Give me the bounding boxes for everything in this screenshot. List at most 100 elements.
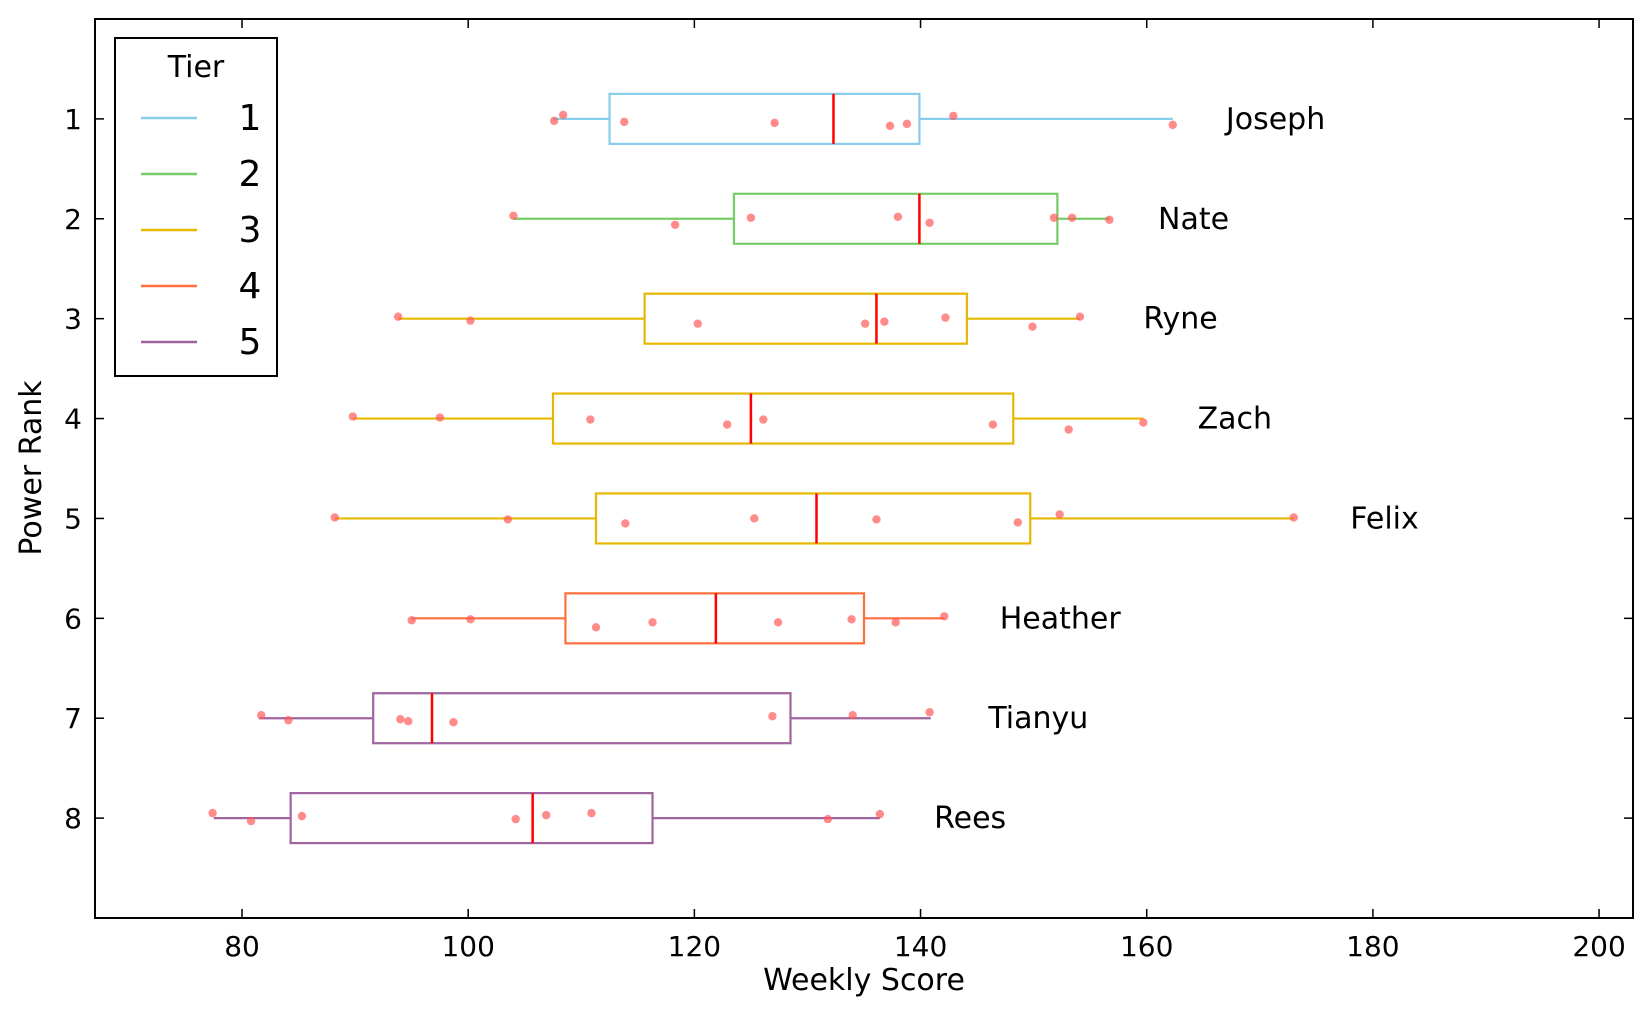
data-point bbox=[891, 618, 900, 627]
box-iqr bbox=[372, 692, 792, 745]
data-point bbox=[875, 809, 885, 819]
data-point bbox=[587, 808, 596, 818]
y-tick-label: 8 bbox=[64, 802, 82, 835]
y-tick-label: 1 bbox=[64, 103, 82, 136]
x-axis-label: Weekly Score bbox=[763, 963, 965, 998]
data-point bbox=[542, 810, 551, 820]
data-point bbox=[773, 618, 783, 627]
y-axis-label: Power Rank bbox=[14, 380, 49, 556]
legend: Tier 1 2 3 4 5 bbox=[114, 37, 278, 377]
y-tick-label: 5 bbox=[64, 502, 82, 535]
plot-area: Joseph Nate Ryne Zach Felix Heather Tianyu Rees bbox=[208, 92, 1419, 845]
data-point bbox=[208, 808, 217, 818]
data-point bbox=[1067, 213, 1077, 222]
data-point bbox=[823, 814, 833, 824]
data-point bbox=[407, 616, 416, 625]
data-point bbox=[466, 615, 475, 624]
data-point bbox=[330, 513, 339, 522]
data-point bbox=[503, 515, 512, 524]
legend-label: 5 bbox=[239, 322, 262, 363]
x-tick-label: 200 bbox=[1572, 930, 1625, 963]
data-point bbox=[1139, 418, 1148, 427]
box-iqr bbox=[594, 492, 1032, 545]
box-group-heather: Heather bbox=[407, 592, 1121, 645]
data-point bbox=[722, 420, 732, 429]
data-point bbox=[1049, 213, 1059, 222]
data-point bbox=[941, 313, 950, 322]
data-point bbox=[1075, 312, 1085, 321]
x-tick-label: 140 bbox=[894, 930, 947, 963]
data-point bbox=[348, 412, 358, 421]
legend-box bbox=[114, 37, 278, 377]
data-point bbox=[1105, 215, 1114, 224]
x-tick-label: 100 bbox=[441, 930, 494, 963]
box-group-zach: Zach bbox=[348, 392, 1272, 445]
box-group-rees: Rees bbox=[208, 792, 1006, 845]
data-point bbox=[940, 612, 949, 621]
data-point bbox=[1168, 120, 1177, 130]
data-point bbox=[848, 711, 857, 720]
data-point bbox=[393, 312, 403, 321]
data-point bbox=[988, 420, 998, 429]
data-point bbox=[670, 220, 680, 229]
data-point bbox=[449, 718, 458, 727]
box-group-felix: Felix bbox=[330, 492, 1419, 545]
legend-label: 1 bbox=[239, 98, 262, 139]
box-group-joseph: Joseph bbox=[549, 92, 1325, 145]
data-point bbox=[284, 716, 293, 725]
box-iqr bbox=[551, 392, 1015, 445]
data-point bbox=[770, 118, 779, 128]
data-point bbox=[885, 121, 895, 131]
data-point bbox=[847, 615, 856, 624]
data-point bbox=[925, 218, 934, 227]
team-label: Tianyu bbox=[987, 701, 1088, 736]
box-iqr bbox=[608, 92, 921, 145]
data-point bbox=[620, 117, 629, 127]
legend-title: Tier bbox=[167, 50, 225, 85]
data-point bbox=[1013, 518, 1022, 527]
data-point bbox=[860, 319, 870, 328]
data-point bbox=[1064, 425, 1073, 434]
team-label: Rees bbox=[934, 801, 1006, 836]
data-point bbox=[750, 514, 759, 523]
y-tick-label: 4 bbox=[64, 403, 82, 436]
axes: 80 100 120 140 160 180 200 1 2 3 4 5 6 7 8 bbox=[64, 19, 1633, 963]
data-point bbox=[246, 816, 256, 826]
data-point bbox=[435, 413, 445, 422]
team-label: Ryne bbox=[1143, 302, 1217, 337]
data-point bbox=[511, 814, 520, 824]
data-point bbox=[880, 317, 889, 326]
data-point bbox=[693, 319, 702, 328]
data-point bbox=[648, 618, 657, 627]
team-label: Felix bbox=[1350, 501, 1419, 536]
x-tick-label: 80 bbox=[224, 930, 260, 963]
data-point bbox=[509, 211, 518, 220]
data-point bbox=[768, 712, 777, 721]
data-point bbox=[1055, 510, 1064, 519]
data-point bbox=[257, 711, 266, 720]
legend-label: 3 bbox=[239, 210, 262, 251]
data-point bbox=[297, 811, 307, 821]
x-tick-label: 180 bbox=[1346, 930, 1399, 963]
legend-label: 4 bbox=[239, 266, 262, 307]
box-group-ryne: Ryne bbox=[393, 292, 1218, 345]
data-point bbox=[621, 519, 630, 528]
data-point bbox=[949, 111, 958, 121]
team-label: Nate bbox=[1158, 202, 1229, 237]
box-iqr bbox=[289, 792, 654, 845]
data-point bbox=[466, 316, 475, 325]
box-group-nate: Nate bbox=[509, 192, 1229, 245]
data-point bbox=[591, 623, 601, 632]
y-tick-label: 7 bbox=[64, 702, 82, 735]
data-point bbox=[558, 110, 568, 120]
data-point bbox=[872, 515, 881, 524]
data-point bbox=[549, 116, 559, 126]
data-point bbox=[759, 415, 768, 424]
data-point bbox=[902, 119, 912, 129]
plot-frame bbox=[94, 18, 1634, 919]
data-point bbox=[586, 415, 595, 424]
data-point bbox=[404, 717, 413, 726]
data-point bbox=[396, 715, 405, 724]
x-tick-label: 120 bbox=[668, 930, 721, 963]
